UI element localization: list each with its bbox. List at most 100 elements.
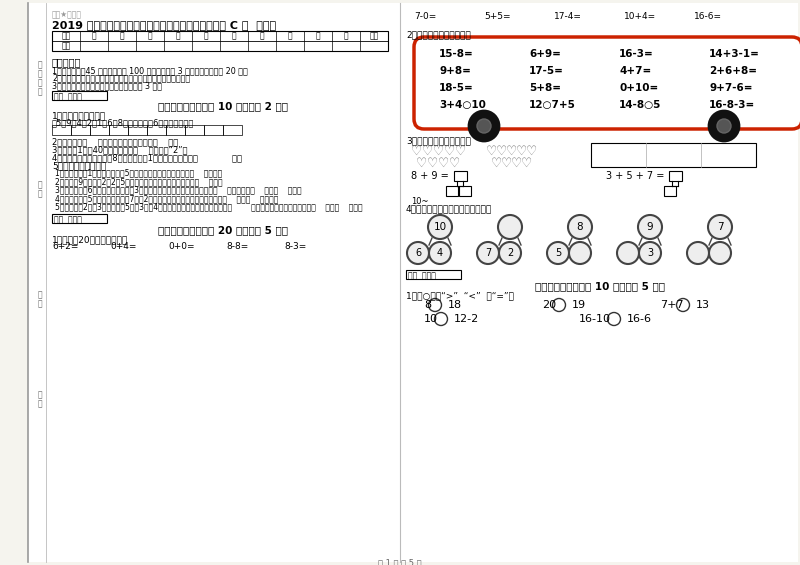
Text: ♡: ♡ (506, 145, 518, 158)
Bar (52, 90, 107, 99)
Text: 三: 三 (148, 32, 152, 41)
Text: 16-6=: 16-6= (694, 12, 722, 21)
Text: 考试须知：: 考试须知： (52, 57, 82, 67)
Text: 9: 9 (646, 222, 654, 232)
Text: 18-5=: 18-5= (439, 83, 474, 93)
Text: 13: 13 (696, 300, 710, 310)
Text: ♡: ♡ (422, 145, 434, 158)
Text: ♡: ♡ (511, 157, 522, 170)
Circle shape (569, 242, 591, 264)
Bar (185, 124, 204, 134)
Bar (459, 186, 471, 196)
Circle shape (709, 242, 731, 264)
Text: 4、算一算，照样子填上合适的数。: 4、算一算，照样子填上合适的数。 (406, 204, 492, 213)
Text: 17-5=: 17-5= (529, 66, 564, 76)
Text: 五: 五 (204, 32, 208, 41)
Text: ♡: ♡ (526, 145, 538, 158)
Circle shape (429, 298, 442, 311)
Bar (52, 124, 71, 134)
Text: ♡: ♡ (455, 145, 466, 158)
Bar (128, 124, 147, 134)
Text: ♡: ♡ (496, 145, 507, 158)
Text: 总分: 总分 (370, 32, 378, 41)
Bar (664, 186, 676, 196)
Text: 5: 5 (555, 248, 561, 258)
Text: 6: 6 (415, 248, 421, 258)
FancyBboxPatch shape (414, 37, 800, 129)
Text: 九: 九 (316, 32, 320, 41)
Text: ♡: ♡ (486, 145, 498, 158)
Text: 2、先算一算，再上汽车！: 2、先算一算，再上汽车！ (406, 30, 470, 39)
Text: 16-10: 16-10 (579, 314, 611, 324)
Circle shape (717, 119, 731, 133)
Text: 0+4=: 0+4= (110, 242, 136, 251)
Text: 稳要★自用题: 稳要★自用题 (52, 10, 82, 19)
Text: 7-0=: 7-0= (414, 12, 436, 21)
Text: 10: 10 (434, 222, 446, 232)
Text: ♡: ♡ (444, 145, 455, 158)
Text: 9+8=: 9+8= (439, 66, 471, 76)
Text: 2+6+8=: 2+6+8= (709, 66, 757, 76)
Text: 号: 号 (38, 87, 42, 96)
Text: 得分  评卷人: 得分 评卷人 (54, 92, 82, 101)
Text: 6+2=: 6+2= (52, 242, 78, 251)
Text: 6+9=: 6+9= (529, 49, 561, 59)
Circle shape (407, 242, 429, 264)
Circle shape (568, 215, 592, 239)
Circle shape (553, 298, 566, 311)
Text: 题号: 题号 (62, 32, 70, 41)
Text: 17-4=: 17-4= (554, 12, 582, 21)
Text: 1、考试时间：45 分钟，满分为 100 分（含卷面分 3 分），附加题单独 20 分。: 1、考试时间：45 分钟，满分为 100 分（含卷面分 3 分），附加题单独 2… (52, 66, 248, 75)
Text: 16-8-3=: 16-8-3= (709, 100, 755, 110)
Text: 得分  评卷人: 得分 评卷人 (54, 215, 82, 224)
Circle shape (477, 242, 499, 264)
Text: 在5、9、4、2、1、6、8、中，把小于6的数写在下面。: 在5、9、4、2、1、6、8、中，把小于6的数写在下面。 (52, 119, 194, 128)
Text: 10: 10 (424, 314, 438, 324)
Text: 7+7: 7+7 (660, 300, 684, 310)
Text: 5+5=: 5+5= (484, 12, 510, 21)
Bar (204, 124, 223, 134)
Text: ♡: ♡ (521, 157, 532, 170)
Text: 2: 2 (507, 248, 513, 258)
Text: 2、请首先按要求在试卷的指定位置填写您的姓名、班级、学号。: 2、请首先按要求在试卷的指定位置填写您的姓名、班级、学号。 (52, 73, 190, 82)
Text: 4、一个两位数，十位数比8大，个位数比1小，这个两位数是（             ）。: 4、一个两位数，十位数比8大，个位数比1小，这个两位数是（ ）。 (52, 154, 242, 163)
Text: ♡: ♡ (427, 157, 438, 170)
Circle shape (547, 242, 569, 264)
Bar (52, 214, 107, 223)
Text: 3、看图数一数，再计算。: 3、看图数一数，再计算。 (406, 136, 471, 145)
Text: 3+4○10: 3+4○10 (439, 100, 486, 110)
Bar (669, 171, 682, 181)
Text: 4+7=: 4+7= (619, 66, 651, 76)
Circle shape (428, 215, 452, 239)
Text: 一: 一 (92, 32, 96, 41)
Text: 十: 十 (344, 32, 348, 41)
Text: 12-2: 12-2 (454, 314, 479, 324)
Circle shape (708, 215, 732, 239)
Circle shape (617, 242, 639, 264)
Bar (147, 124, 166, 134)
Text: 16-3=: 16-3= (619, 49, 654, 59)
Text: 第 1 页 共 5 页: 第 1 页 共 5 页 (378, 558, 422, 565)
Text: 10+4=: 10+4= (624, 12, 656, 21)
Circle shape (498, 215, 522, 239)
Text: 3 + 5 + 7 =: 3 + 5 + 7 = (606, 171, 664, 181)
Text: 2、小明有9角錢，买2角2角5分錢，归买两块同样的橡皮后还剩（    ）角。: 2、小明有9角錢，买2角2角5分錢，归买两块同样的橡皮后还剩（ ）角。 (55, 177, 222, 186)
Text: 5、一个面劅2元兂3角錢，一匰5饼制3元兂4角錢，买两个面包和一包饼干共用（        ）元錢，包饼干比一个面包贵（    ）元（    ）角。: 5、一个面劅2元兂3角錢，一匰5饼制3元兂4角錢，买两个面包和一包饼干共用（ ）… (55, 202, 362, 211)
Text: 8: 8 (424, 300, 431, 310)
Text: 8-8=: 8-8= (226, 242, 248, 251)
Circle shape (607, 312, 621, 325)
Text: 班: 班 (38, 180, 42, 189)
Text: 1、一本练习本1元錢，一枝铅筡5角錢，买一个本和一枝笔共花（    ）角錢。: 1、一本练习本1元錢，一枝铅筡5角錢，买一个本和一枝笔共花（ ）角錢。 (55, 168, 222, 177)
Text: 得分: 得分 (62, 41, 70, 50)
Bar (166, 124, 185, 134)
Text: ♡: ♡ (438, 157, 450, 170)
Text: 20: 20 (542, 300, 556, 310)
Text: ♡: ♡ (501, 157, 512, 170)
Text: 4、一本故事曵5元錢，一本科技曵7元加2角錢，一本故事曵和一本科技曵共用（    ）元（    ）角錢。: 4、一本故事曵5元錢，一本科技曵7元加2角錢，一本故事曵和一本科技曵共用（ ）元… (55, 194, 278, 203)
Text: 16-6: 16-6 (627, 314, 652, 324)
Text: 二、我会算（本题共 20 分，每题 5 分）: 二、我会算（本题共 20 分，每题 5 分） (158, 225, 288, 235)
Text: 3、不要在试卷上乱写乱画，卷面不整洁才 3 分。: 3、不要在试卷上乱写乱画，卷面不整洁才 3 分。 (52, 81, 162, 90)
Text: 二: 二 (120, 32, 124, 41)
Circle shape (434, 312, 447, 325)
Text: 0+10=: 0+10= (619, 83, 658, 93)
